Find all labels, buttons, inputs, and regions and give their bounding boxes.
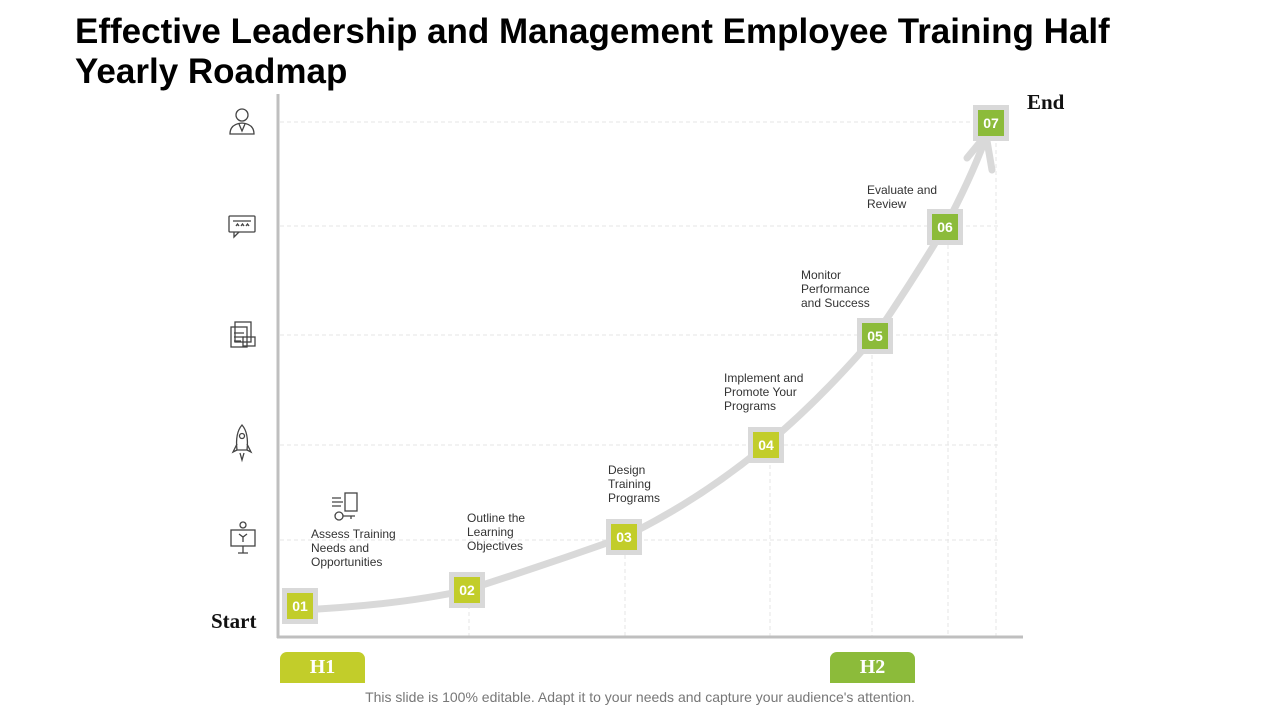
footer-note: This slide is 100% editable. Adapt it to… bbox=[365, 689, 915, 705]
step-label-03: Design Training Programs bbox=[608, 463, 661, 505]
step-label-01: Assess Training Needs and Opportunities bbox=[311, 527, 396, 569]
step-label-06: Evaluate and Review bbox=[867, 183, 938, 211]
process-key-icon bbox=[332, 492, 358, 521]
milestone-07: 07 bbox=[973, 105, 1009, 141]
milestone-04: 04 bbox=[748, 427, 784, 463]
step-label-05: Monitor Performance and Success bbox=[801, 268, 870, 310]
milestone-06: 06 bbox=[927, 209, 963, 245]
step-label-02: Outline the Learning Objectives bbox=[467, 511, 526, 553]
rocket-icon bbox=[231, 424, 253, 463]
user-icon bbox=[229, 108, 255, 135]
milestone-01: 01 bbox=[282, 588, 318, 624]
end-label: End bbox=[1027, 90, 1065, 114]
feedback-rating-icon bbox=[228, 215, 256, 239]
step-label-04: Implement and Promote Your Programs bbox=[724, 371, 804, 413]
milestone-02: 02 bbox=[449, 572, 485, 608]
milestone-05: 05 bbox=[857, 318, 893, 354]
half-tab-h2: H2 bbox=[830, 652, 915, 683]
milestone-03: 03 bbox=[606, 519, 642, 555]
training-board-icon bbox=[230, 521, 256, 554]
page-title: Effective Leadership and Management Empl… bbox=[75, 12, 1110, 91]
half-tab-h1: H1 bbox=[280, 652, 365, 683]
document-stack-icon bbox=[230, 321, 256, 348]
start-label: Start bbox=[211, 609, 257, 633]
